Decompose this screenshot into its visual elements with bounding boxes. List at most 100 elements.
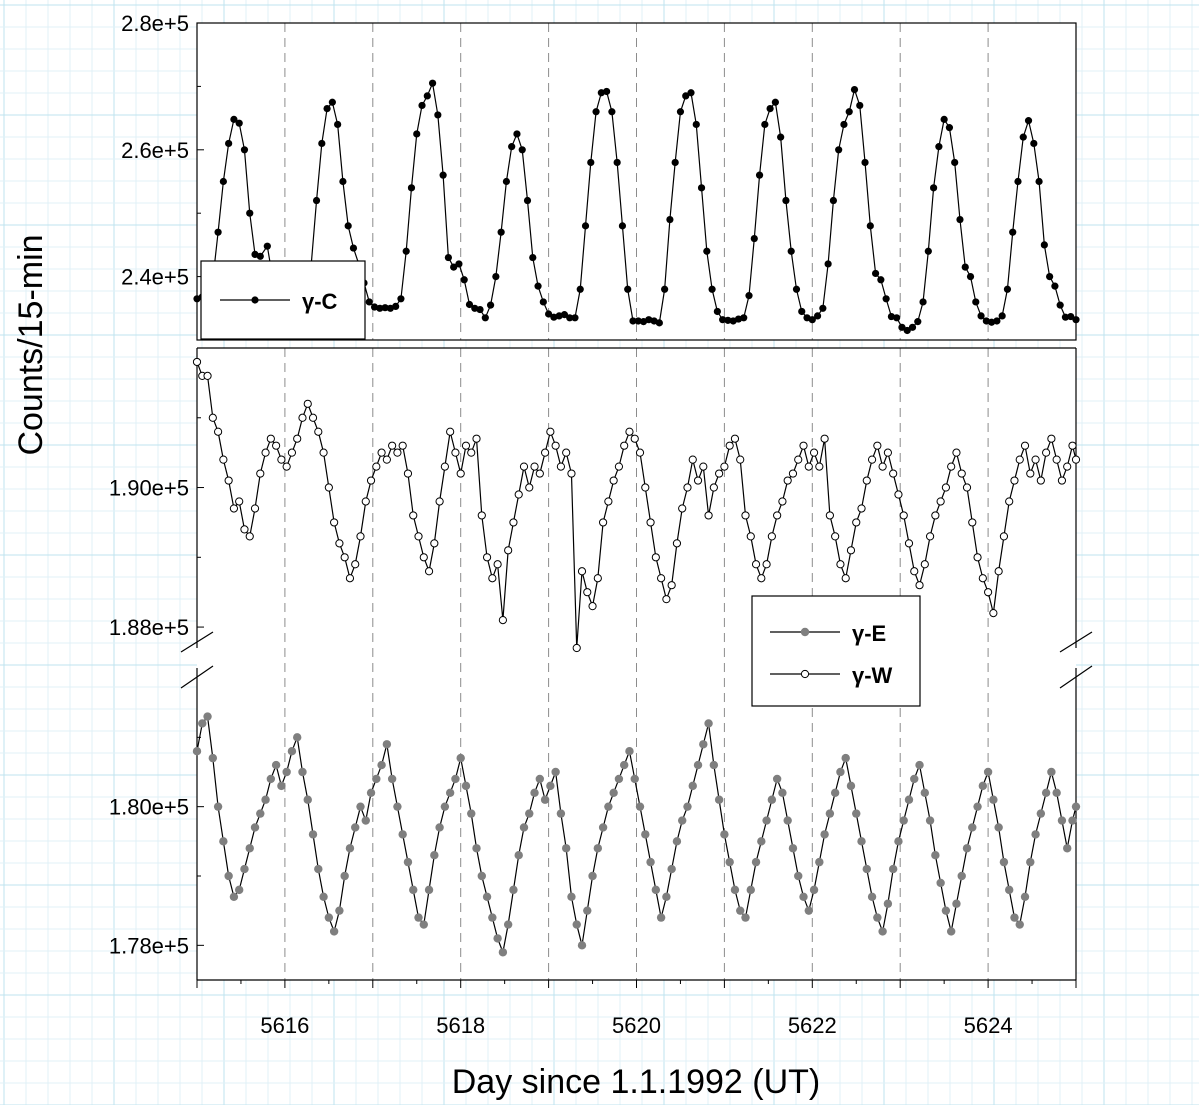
point-gamma-c bbox=[344, 222, 352, 230]
point-gamma-e bbox=[667, 864, 676, 874]
point-gamma-e bbox=[366, 788, 376, 797]
point-gamma-c bbox=[581, 222, 590, 230]
point-gamma-e bbox=[815, 857, 824, 867]
point-gamma-e bbox=[672, 837, 682, 846]
point-gamma-c bbox=[529, 253, 537, 262]
point-gamma-w bbox=[361, 497, 370, 506]
point-gamma-e bbox=[445, 788, 455, 797]
point-gamma-w bbox=[546, 427, 555, 436]
point-gamma-e bbox=[213, 802, 223, 811]
point-gamma-w bbox=[372, 462, 381, 471]
point-gamma-e bbox=[709, 760, 719, 770]
point-gamma-e bbox=[1068, 816, 1077, 825]
point-gamma-e bbox=[820, 830, 829, 839]
legend-marker-gamma-c bbox=[251, 296, 259, 304]
point-gamma-w bbox=[298, 413, 307, 422]
point-gamma-e bbox=[804, 906, 813, 915]
point-gamma-c bbox=[230, 115, 238, 123]
point-gamma-w bbox=[910, 567, 919, 576]
point-gamma-w bbox=[1010, 476, 1019, 485]
point-gamma-w bbox=[609, 476, 618, 485]
point-gamma-e bbox=[1015, 920, 1024, 929]
point-gamma-e bbox=[361, 816, 370, 825]
point-gamma-c bbox=[798, 307, 806, 316]
point-gamma-w bbox=[356, 532, 365, 541]
point-gamma-c bbox=[782, 196, 790, 205]
point-gamma-c bbox=[508, 143, 516, 151]
point-gamma-w bbox=[340, 553, 349, 562]
point-gamma-e bbox=[809, 885, 819, 895]
point-gamma-e bbox=[577, 941, 587, 950]
point-gamma-c bbox=[629, 317, 637, 325]
legend-label-gamma-w: γ-W bbox=[852, 663, 893, 688]
point-gamma-e bbox=[234, 885, 244, 895]
point-gamma-e bbox=[894, 837, 903, 846]
point-gamma-e bbox=[794, 871, 803, 881]
point-gamma-e bbox=[561, 844, 571, 853]
point-gamma-c bbox=[882, 295, 890, 303]
point-gamma-w bbox=[435, 497, 444, 506]
point-gamma-c bbox=[624, 285, 632, 293]
point-gamma-e bbox=[424, 885, 434, 895]
point-gamma-c bbox=[413, 130, 421, 138]
point-gamma-e bbox=[472, 844, 481, 853]
point-gamma-w bbox=[672, 539, 682, 548]
point-gamma-c bbox=[871, 269, 880, 278]
point-gamma-w bbox=[820, 434, 829, 443]
point-gamma-e bbox=[382, 740, 392, 749]
point-gamma-w bbox=[308, 413, 318, 422]
point-gamma-e bbox=[989, 795, 998, 804]
point-gamma-e bbox=[788, 844, 798, 853]
point-gamma-c bbox=[845, 108, 853, 116]
point-gamma-w bbox=[999, 532, 1009, 541]
point-gamma-e bbox=[609, 788, 618, 797]
point-gamma-e bbox=[899, 816, 908, 825]
point-gamma-w bbox=[282, 462, 291, 471]
point-gamma-e bbox=[651, 885, 661, 895]
point-gamma-e bbox=[1041, 788, 1051, 797]
point-gamma-c bbox=[977, 312, 985, 320]
point-gamma-c bbox=[513, 130, 521, 138]
point-gamma-e bbox=[467, 809, 476, 818]
point-gamma-w bbox=[250, 504, 260, 513]
point-gamma-w bbox=[472, 434, 481, 443]
point-gamma-c bbox=[835, 146, 843, 154]
point-gamma-c bbox=[502, 177, 511, 186]
point-gamma-w bbox=[335, 539, 344, 548]
point-gamma-e bbox=[720, 830, 729, 839]
point-gamma-e bbox=[451, 774, 460, 784]
point-gamma-e bbox=[482, 892, 492, 901]
point-gamma-w bbox=[577, 567, 587, 576]
point-gamma-c bbox=[676, 108, 685, 116]
point-gamma-w bbox=[440, 462, 449, 471]
point-gamma-w bbox=[957, 469, 966, 478]
point-gamma-c bbox=[740, 314, 748, 322]
point-gamma-w bbox=[1020, 441, 1030, 450]
bottom-lower-y-tick-label: 1.78e+5 bbox=[109, 933, 189, 958]
point-gamma-e bbox=[409, 885, 418, 895]
point-gamma-c bbox=[219, 177, 227, 186]
point-gamma-e bbox=[957, 871, 966, 881]
point-gamma-c bbox=[1009, 228, 1017, 236]
bottom-lower-y-tick-label: 1.80e+5 bbox=[109, 795, 189, 820]
point-gamma-c bbox=[1019, 133, 1027, 141]
point-gamma-w bbox=[598, 518, 608, 527]
point-gamma-e bbox=[525, 809, 534, 818]
point-gamma-c bbox=[1046, 273, 1054, 281]
point-gamma-c bbox=[1040, 241, 1048, 249]
point-gamma-c bbox=[328, 98, 336, 106]
point-gamma-e bbox=[493, 934, 502, 943]
point-gamma-e bbox=[1026, 857, 1035, 867]
point-gamma-w bbox=[525, 483, 534, 492]
point-gamma-e bbox=[198, 719, 207, 728]
point-gamma-w bbox=[994, 567, 1003, 576]
point-gamma-c bbox=[418, 101, 426, 110]
point-gamma-c bbox=[877, 276, 885, 284]
point-gamma-c bbox=[850, 85, 859, 94]
point-gamma-c bbox=[1035, 177, 1043, 186]
point-gamma-c bbox=[497, 228, 505, 236]
point-gamma-w bbox=[688, 455, 697, 464]
x-axis: 5616 5618 5620 5622 5624 bbox=[196, 980, 1077, 1038]
point-gamma-w bbox=[314, 427, 323, 436]
